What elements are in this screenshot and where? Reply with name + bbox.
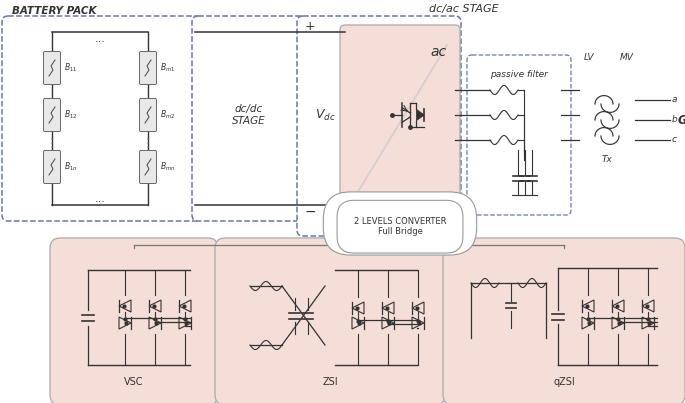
FancyBboxPatch shape bbox=[44, 98, 60, 131]
FancyBboxPatch shape bbox=[140, 150, 156, 183]
FancyBboxPatch shape bbox=[50, 238, 218, 403]
Text: 2 LEVELS CONVERTER
Full Bridge: 2 LEVELS CONVERTER Full Bridge bbox=[353, 217, 446, 237]
Text: dc/dc
STAGE: dc/dc STAGE bbox=[232, 104, 266, 126]
Text: $B_{12}$: $B_{12}$ bbox=[64, 109, 77, 121]
Text: $B_{m1}$: $B_{m1}$ bbox=[160, 62, 175, 74]
FancyBboxPatch shape bbox=[467, 55, 571, 215]
FancyBboxPatch shape bbox=[44, 52, 60, 85]
Text: −: − bbox=[304, 205, 316, 219]
FancyBboxPatch shape bbox=[443, 238, 685, 403]
FancyBboxPatch shape bbox=[2, 16, 201, 221]
Text: $B_{11}$: $B_{11}$ bbox=[64, 62, 77, 74]
Text: a: a bbox=[672, 96, 677, 104]
Text: b: b bbox=[672, 116, 677, 125]
Text: c: c bbox=[672, 135, 677, 145]
Text: BATTERY PACK: BATTERY PACK bbox=[12, 6, 97, 16]
Text: passive filter: passive filter bbox=[490, 70, 548, 79]
Text: ⋮: ⋮ bbox=[46, 137, 58, 150]
Text: qZSI: qZSI bbox=[553, 377, 575, 387]
Text: $B_{m2}$: $B_{m2}$ bbox=[160, 109, 175, 121]
Text: GRID: GRID bbox=[678, 114, 685, 127]
Text: Full Bridge: Full Bridge bbox=[377, 231, 423, 240]
FancyBboxPatch shape bbox=[140, 98, 156, 131]
Text: $V_{dc}$: $V_{dc}$ bbox=[314, 108, 336, 123]
Text: dc: dc bbox=[353, 193, 369, 207]
Text: dc/ac STAGE: dc/ac STAGE bbox=[429, 4, 499, 14]
Polygon shape bbox=[416, 109, 424, 121]
Text: Tx: Tx bbox=[601, 155, 612, 164]
Text: ...: ... bbox=[95, 194, 105, 204]
Text: $B_{1n}$: $B_{1n}$ bbox=[64, 161, 77, 173]
FancyBboxPatch shape bbox=[44, 150, 60, 183]
Text: 2 LEVELS CONVERTER: 2 LEVELS CONVERTER bbox=[351, 219, 449, 228]
Text: ZSI: ZSI bbox=[322, 377, 338, 387]
FancyBboxPatch shape bbox=[297, 16, 461, 236]
FancyBboxPatch shape bbox=[192, 16, 306, 221]
Text: VSC: VSC bbox=[124, 377, 144, 387]
Text: ac: ac bbox=[431, 45, 447, 59]
Text: $B_{mn}$: $B_{mn}$ bbox=[160, 161, 175, 173]
FancyBboxPatch shape bbox=[140, 52, 156, 85]
FancyBboxPatch shape bbox=[340, 25, 460, 220]
Text: ⋮: ⋮ bbox=[142, 137, 154, 150]
Text: MV: MV bbox=[620, 53, 634, 62]
Text: +: + bbox=[305, 19, 315, 33]
Text: LV: LV bbox=[584, 53, 595, 62]
Text: ...: ... bbox=[95, 34, 105, 44]
FancyBboxPatch shape bbox=[215, 238, 445, 403]
